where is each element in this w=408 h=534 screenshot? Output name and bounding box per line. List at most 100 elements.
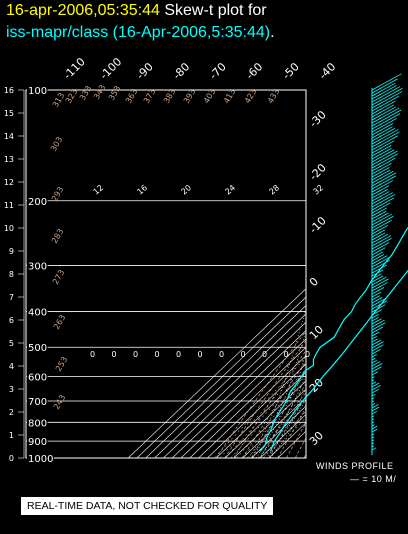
wind-barb [371,428,378,433]
moist-adiabat-label: 12 [92,183,106,196]
height-label: 6 [9,316,14,325]
wind-barb [371,180,393,193]
isotherm-line [136,296,306,458]
wind-barb [371,376,375,379]
top-temperature-label: -60 [243,60,265,82]
wind-barb [371,162,392,175]
plot-area [127,90,408,458]
wind-barb [371,436,375,439]
moist-adiabat-line [266,398,306,458]
dry-adiabat-line [313,90,408,458]
dry-adiabat-label: 303 [49,135,64,153]
dry-adiabat-line [357,90,408,458]
wind-barb [371,109,402,127]
wind-barb [371,207,388,217]
dry-adiabat-label: 333 [78,84,93,102]
dry-adiabat-line [224,339,306,458]
wind-barb [371,259,390,271]
wind-barb [371,447,377,451]
wind-barb [371,251,384,259]
wind-barb [371,357,376,361]
wind-barb [371,384,381,391]
wind-barb [371,300,388,310]
dry-adiabat-line [303,453,306,458]
wind-barb [371,295,381,301]
title-line-1: 16-apr-2006,05:35:44 Skew-t plot for [6,2,267,20]
wind-barb [371,275,384,283]
top-temperature-label: -70 [207,60,229,82]
mixing-ratio-label: 0 [198,350,203,359]
wind-barb [371,287,385,295]
date-time-label: 16-apr-2006,05:35:44 [6,2,160,19]
pressure-label-bg [27,260,48,271]
pressure-label-bg [27,453,54,463]
height-label: 2 [9,408,14,417]
wind-barb [371,233,389,244]
pressure-label-bg [27,85,48,95]
mixing-ratio-label: 0 [262,350,267,359]
wind-barb [371,254,385,262]
wind-barb [371,172,397,187]
wind-barb [371,91,403,109]
wind-barb [371,291,381,298]
pressure-label-bg [27,436,48,447]
wind-barb [371,331,380,337]
wind-barb [371,322,386,331]
temperature-profile [270,269,408,452]
wind-barb [371,276,387,286]
right-temperature-label: -10 [307,214,329,236]
wind-barb [371,78,398,94]
moist-adiabat-label: 28 [268,183,282,196]
wind-barb [371,197,394,211]
wind-barb [371,104,395,118]
isotherm-line [224,380,306,458]
height-label: 10 [4,224,14,233]
isotherm-line [215,372,306,458]
mixing-ratio-label: 0 [176,350,181,359]
isotherm-line [180,338,306,458]
wind-barb [371,393,376,397]
isotherm-line [251,405,306,458]
height-label: 14 [4,132,14,141]
top-temperature-label: -50 [280,60,302,82]
isotherm-line [163,321,306,458]
wind-barb [371,189,388,199]
wind-barb [371,149,395,163]
wind-barb [371,354,377,358]
wind-barb [371,338,378,343]
mixing-ratio-label: 0 [219,350,224,359]
pressure-label-bg [27,306,48,317]
wind-barb [371,210,387,220]
top-temperature-label: -90 [134,60,156,82]
wind-barb [371,145,392,157]
height-label: 1 [9,431,14,440]
wind-barb [371,273,382,280]
wind-barb [371,360,377,364]
isotherm-line [171,330,306,458]
dry-adiabat-line [294,437,306,458]
pressure-label: 300 [28,262,47,273]
top-temperature-label: -80 [170,60,192,82]
wind-barb [371,418,375,421]
dry-adiabat-line [268,395,306,458]
wind-barb [371,215,394,229]
moist-adiabat-label: 16 [136,183,150,196]
moist-adiabat-label: 32 [312,183,326,196]
wind-barb [371,424,375,427]
pressure-label: 100 [28,86,47,97]
dry-adiabat-line [331,90,408,458]
wind-barb [371,304,386,313]
isotherm-line [189,346,306,458]
wind-barb [371,313,379,319]
pressure-label: 900 [28,437,47,448]
wind-barb [371,229,386,238]
pressure-label-bg [27,371,48,382]
wind-barb [371,341,384,349]
wind-barb [371,202,391,214]
top-temperature-label: -110 [61,55,88,82]
wind-barb [371,264,387,274]
wind-barb [371,123,394,136]
dry-adiabat-line [250,371,306,458]
right-temperature-label: -20 [307,161,329,183]
dry-adiabat-line [322,90,408,458]
